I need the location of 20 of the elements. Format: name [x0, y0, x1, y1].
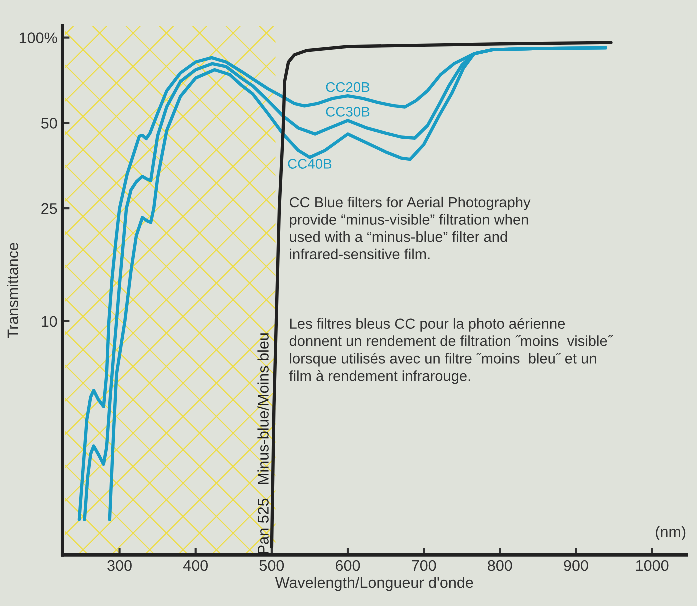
y-axis-title: Transmittance — [7, 243, 19, 338]
x-tick-label: 800 — [488, 560, 512, 572]
series-label: CC20B — [326, 82, 370, 92]
x-tick-label: 500 — [260, 560, 284, 572]
x-tick-label: 1000 — [636, 560, 669, 572]
annotation: CC Blue filters for Aerial Photography provide “minus-visible” filtration when used with a “minus-blue” filter and infrared-sensitive film. — [290, 196, 531, 260]
annotation: (nm) — [656, 526, 686, 541]
x-axis-title: Wavelength/Longueur d'onde — [275, 576, 474, 592]
x-tick-label: 700 — [412, 560, 436, 572]
x-tick-label: 300 — [108, 560, 132, 572]
x-tick-label: 900 — [564, 560, 588, 572]
x-tick-label: 600 — [336, 560, 360, 572]
series-label: CC30B — [326, 107, 370, 117]
y-tick-label: 10 — [42, 316, 58, 328]
annotation: Les filtres bleus CC pour la photo aérienne donnent un rendement de filtration ˝moins visible˝ lorsque utilisés avec un filtre ˝moins bleu˝ et un film à rendement infrarouge. — [289, 318, 614, 384]
y-tick-label: 25 — [42, 203, 58, 214]
y-tick-label: 100% — [20, 32, 58, 44]
x-tick-label: 400 — [183, 560, 208, 572]
y-tick-label: 50 — [41, 118, 58, 129]
series-label: CC40B — [288, 159, 332, 169]
